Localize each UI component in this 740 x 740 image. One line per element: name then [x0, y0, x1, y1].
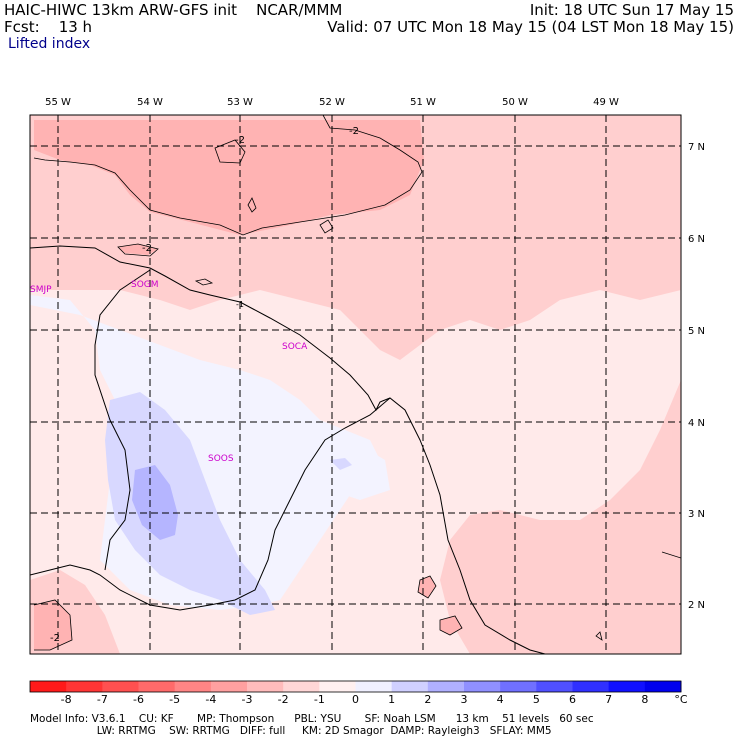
- lat-label: 7 N: [688, 142, 705, 153]
- station-label: SOCA: [282, 342, 308, 352]
- colorbar-swatch: [427, 681, 465, 692]
- colorbar-swatch: [138, 681, 176, 692]
- lat-label: 6 N: [688, 234, 705, 245]
- longitude-axis: 55 W 54 W 53 W 52 W 51 W 50 W 49 W: [45, 97, 619, 108]
- model-info-line1: Model Info: V3.6.1 CU: KF MP: Thompson P…: [30, 713, 594, 725]
- colorbar-tick-label: 1: [388, 693, 395, 706]
- contour-label: -2: [349, 126, 359, 137]
- station-label: SOGM: [131, 280, 159, 290]
- colorbar-swatch: [66, 681, 103, 692]
- contour-labels: -2 -2 -2 -1 -2: [50, 126, 359, 644]
- stations: SMJP SOGM SOCA SOOS: [30, 280, 308, 464]
- lon-label: 49 W: [593, 97, 619, 108]
- lon-label: 50 W: [502, 97, 528, 108]
- shade-zero-to-one-center: [310, 440, 390, 500]
- colorbar-tick-label: -4: [205, 693, 216, 706]
- contour-label: -2: [142, 243, 152, 254]
- coastline-borders: [30, 245, 546, 654]
- colorbar-tick-label: -2: [278, 693, 289, 706]
- contour-label: -1: [236, 300, 244, 309]
- colorbar-tick-label: 7: [605, 693, 612, 706]
- field-name: Lifted index: [8, 36, 91, 52]
- colorbar-swatch: [247, 681, 284, 692]
- colorbar-tick-label: 5: [533, 693, 540, 706]
- latitude-axis: 7 N 6 N 5 N 4 N 3 N 2 N: [688, 142, 705, 611]
- colorbar-swatch: [174, 681, 212, 692]
- model-title: HAIC-HIWC 13km ARW-GFS init NCAR/MMM: [4, 1, 343, 19]
- contour-minus2: [33, 115, 681, 651]
- colorbar-swatch: [30, 681, 67, 692]
- colorbar-swatch: [283, 681, 320, 692]
- colorbar-tick-label: 6: [569, 693, 576, 706]
- colorbar-unit: °C: [674, 693, 688, 706]
- lon-label: 54 W: [137, 97, 163, 108]
- coastline: [30, 245, 546, 654]
- colorbar-swatch: [210, 681, 248, 692]
- colorbar-tick-label: 3: [461, 693, 468, 706]
- colorbar-tick-label: -5: [169, 693, 180, 706]
- colorbar-tick-label: 4: [497, 693, 504, 706]
- colorbar-swatch: [644, 681, 682, 692]
- colorbar-tick-label: 0: [352, 693, 359, 706]
- init-time: Init: 18 UTC Sun 17 May 15: [529, 1, 734, 19]
- shade-one-to-two-small: [330, 458, 352, 470]
- lat-label: 4 N: [688, 418, 705, 429]
- colorbar-swatch: [536, 681, 573, 692]
- colorbar-tick-label: -7: [97, 693, 108, 706]
- lat-label: 5 N: [688, 326, 705, 337]
- colorbar-tick-label: -8: [61, 693, 72, 706]
- shade-minus2-se2: [440, 616, 462, 635]
- shade-minus2-sw: [34, 600, 72, 650]
- lat-label: 3 N: [688, 509, 705, 520]
- lon-label: 55 W: [45, 97, 71, 108]
- border-suriname-french-guiana: [30, 397, 391, 611]
- colorbar-swatch: [355, 681, 393, 692]
- station-label: SMJP: [30, 285, 52, 295]
- contour-label: -2: [235, 135, 245, 146]
- station-label: SOOS: [208, 454, 234, 464]
- colorbar-swatch: [608, 681, 646, 692]
- forecast-hour: Fcst: 13 h: [4, 18, 93, 36]
- latlon-grid: [30, 115, 681, 654]
- colorbar-tick-label: -3: [242, 693, 253, 706]
- shade-zero-to-one: [30, 295, 380, 610]
- colorbar-swatch: [572, 681, 610, 692]
- lon-label: 52 W: [319, 97, 345, 108]
- colorbar-tick-label: -6: [133, 693, 144, 706]
- colorbar-tick-label: -1: [314, 693, 325, 706]
- colorbar-swatch: [391, 681, 429, 692]
- lat-label: 2 N: [688, 600, 705, 611]
- colorbar-frame: [29, 680, 682, 693]
- colorbar-tick-label: 2: [424, 693, 431, 706]
- model-info-line2: LW: RRTMG SW: RRTMG DIFF: full KM: 2D Sm…: [30, 725, 552, 737]
- map-fields: [30, 115, 681, 654]
- border-guyana-suriname: [94, 269, 151, 571]
- lon-label: 51 W: [410, 97, 436, 108]
- valid-time: Valid: 07 UTC Mon 18 May 15 (04 LST Mon …: [327, 18, 734, 36]
- colorbar: [29, 680, 682, 693]
- colorbar-swatch: [500, 681, 537, 692]
- shade-minus1-east: [440, 380, 681, 654]
- colorbar-swatch: [319, 681, 356, 692]
- map-frame: [29, 114, 682, 655]
- colorbar-tick-label: 8: [641, 693, 648, 706]
- colorbar-labels: -8 -7 -6 -5 -4 -3 -2 -1 0 1 2 3 4 5 6 7 8: [61, 693, 649, 706]
- contour-label: -2: [50, 633, 60, 644]
- colorbar-swatch: [464, 681, 501, 692]
- lon-label: 53 W: [227, 97, 253, 108]
- shade-minus2-north: [34, 120, 424, 235]
- colorbar-swatch: [102, 681, 139, 692]
- shade-two-to-three: [132, 465, 178, 540]
- shade-one-to-two: [105, 392, 275, 615]
